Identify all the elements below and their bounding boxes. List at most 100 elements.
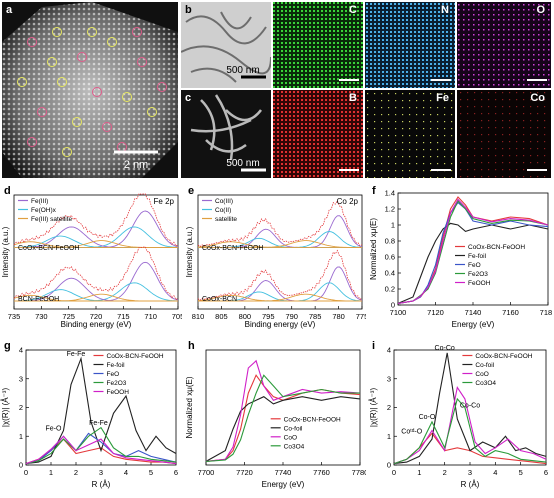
eds-label-b: B bbox=[349, 92, 357, 104]
x-tick-label: 805 bbox=[215, 312, 228, 321]
x-tick-label: 0 bbox=[24, 468, 28, 477]
legend-entry: Fe(OH)x bbox=[31, 207, 57, 214]
x-tick-label: 735 bbox=[8, 312, 21, 321]
x-tick-label: 7700 bbox=[198, 468, 215, 477]
peak-annotation: Coᵗᵈ-O bbox=[401, 428, 422, 435]
panel-label-d: d bbox=[4, 185, 11, 197]
x-tick-label: 785 bbox=[309, 312, 322, 321]
x-tick-label: 6 bbox=[544, 468, 548, 477]
legend-entry: FeO bbox=[468, 262, 481, 269]
peak-annotation: Fe-O bbox=[46, 426, 63, 433]
panel-g: g 0 1 2 3 4 5 6 0 1 2 3 4 R (Å) |χ(R)| (Å⁻³) CoOx-BCN-… bbox=[0, 338, 182, 493]
atom-marker bbox=[62, 147, 72, 157]
x-tick-label: 7760 bbox=[313, 468, 330, 477]
haadf-image-c: 500 nm bbox=[181, 90, 271, 178]
satellite-peak bbox=[198, 293, 362, 302]
atom-marker bbox=[147, 107, 157, 117]
scale-bar-label-b: 500 nm bbox=[226, 65, 259, 76]
y-tick-label: 1 bbox=[19, 432, 23, 441]
stem-image: 2 nm bbox=[2, 2, 178, 178]
legend-entry: Co3O4 bbox=[284, 443, 305, 450]
eds-label-fe: Fe bbox=[436, 92, 449, 104]
panel-label-b: b bbox=[185, 4, 192, 16]
satellite-peak bbox=[197, 241, 362, 248]
y-tick-label: 4 bbox=[387, 346, 391, 355]
legend-entry: CoOx-BCN-FeOOH bbox=[475, 353, 532, 360]
y-tick-label: 3 bbox=[19, 374, 23, 383]
legend-entry: CoOx-BCN-FeOOH bbox=[284, 416, 341, 423]
sample-label: CoOx-BCN-FeOOH bbox=[202, 245, 263, 252]
panel-d: d 735 730 725 720 715 710 705 Binding energy (e… bbox=[0, 183, 184, 333]
y-tick-label: 0.8 bbox=[385, 237, 395, 246]
x-tick-label: 5 bbox=[519, 468, 523, 477]
x-tick-label: 3 bbox=[99, 468, 103, 477]
atom-marker bbox=[87, 27, 97, 37]
legend-entry: Fe(III) bbox=[31, 198, 48, 205]
series-line bbox=[25, 432, 177, 465]
panel-h: h 7700 7720 7740 7760 7780 Energy (eV) Normali… bbox=[184, 338, 368, 493]
chart-g: 0 1 2 3 4 5 6 0 1 2 3 4 R (Å) |χ(R)| (Å⁻³) CoOx-BCN-Fe… bbox=[1, 346, 178, 490]
legend-entry: Fe-foil bbox=[107, 362, 126, 369]
eds-map-n: N bbox=[365, 2, 455, 88]
legend-entry: Co-foil bbox=[475, 362, 494, 369]
peak-annotation: Fe-Fe bbox=[67, 351, 86, 358]
y-tick-label: 1.2 bbox=[385, 205, 395, 214]
series-line bbox=[205, 396, 361, 462]
satellite-peak bbox=[197, 294, 362, 302]
x-tick-label: 790 bbox=[285, 312, 298, 321]
x-tick-label: 710 bbox=[144, 312, 157, 321]
peak-annotation: Fe-Fe bbox=[89, 420, 108, 427]
atom-marker bbox=[27, 37, 37, 47]
legend-entry: Fe2O3 bbox=[468, 271, 488, 278]
series-line bbox=[397, 198, 549, 304]
panel-c-haadf-image: 500 nm c bbox=[181, 90, 271, 178]
x-tick-label: 730 bbox=[35, 312, 48, 321]
legend-entry: CoO bbox=[475, 371, 488, 378]
eds-label-c: C bbox=[349, 4, 357, 16]
panel-label-e: e bbox=[188, 185, 195, 197]
sample-label: CoOx-BCN-FeOOH bbox=[18, 245, 79, 252]
series-line bbox=[393, 352, 547, 465]
eds-map-b: B bbox=[273, 90, 363, 178]
legend-entry: Fe2O3 bbox=[107, 380, 127, 387]
x-tick-label: 7780 bbox=[352, 468, 366, 477]
scale-bar-label-c: 500 nm bbox=[226, 158, 259, 169]
x-tick-label: 7160 bbox=[502, 308, 519, 317]
x-tick-label: 800 bbox=[239, 312, 252, 321]
y-axis-label: |χ(R)| (Å⁻³) bbox=[369, 388, 378, 428]
y-tick-label: 4 bbox=[19, 346, 23, 355]
atom-marker bbox=[107, 37, 117, 47]
y-tick-label: 1 bbox=[391, 221, 395, 230]
eds-map-o: O bbox=[457, 2, 551, 88]
x-axis-label: Energy (eV) bbox=[262, 480, 305, 489]
satellite-peak bbox=[198, 240, 362, 248]
legend-entry: Co3O4 bbox=[475, 380, 496, 387]
eds-label-n: N bbox=[441, 4, 449, 16]
atom-marker bbox=[77, 52, 87, 62]
atom-marker bbox=[72, 117, 82, 127]
x-tick-label: 7120 bbox=[427, 308, 444, 317]
series-line bbox=[205, 374, 360, 462]
x-tick-label: 2 bbox=[74, 468, 78, 477]
y-axis-label: Intensity (a.u.) bbox=[185, 226, 194, 277]
x-tick-label: 2 bbox=[443, 468, 447, 477]
panel-label-h: h bbox=[188, 340, 195, 352]
atom-marker bbox=[17, 77, 27, 87]
chart-title: Co 2p bbox=[337, 197, 359, 206]
x-axis-label: R (Å) bbox=[92, 480, 111, 489]
x-tick-label: 4 bbox=[493, 468, 497, 477]
y-axis-label: Normalized xμ(E) bbox=[369, 218, 378, 280]
legend-entry: Co(II) bbox=[215, 207, 231, 214]
x-tick-label: 7740 bbox=[275, 468, 292, 477]
panel-i: i 0 1 2 3 4 5 6 0 1 2 3 4 R (Å) |χ(R)| (Å⁻³) CoOx-BCN-… bbox=[368, 338, 552, 493]
peak-annotation: Co-Co bbox=[460, 403, 480, 410]
satellite-peak bbox=[13, 241, 178, 248]
legend-entry: Fe-foil bbox=[468, 253, 487, 260]
series-line bbox=[393, 397, 547, 465]
panel-label-i: i bbox=[372, 340, 376, 352]
atom-marker bbox=[57, 77, 67, 87]
y-axis-label: Normalized xμ(E) bbox=[185, 376, 194, 438]
chart-h: 7700 7720 7740 7760 7780 Energy (eV) Normalize… bbox=[185, 349, 368, 489]
atom-marker bbox=[27, 137, 37, 147]
